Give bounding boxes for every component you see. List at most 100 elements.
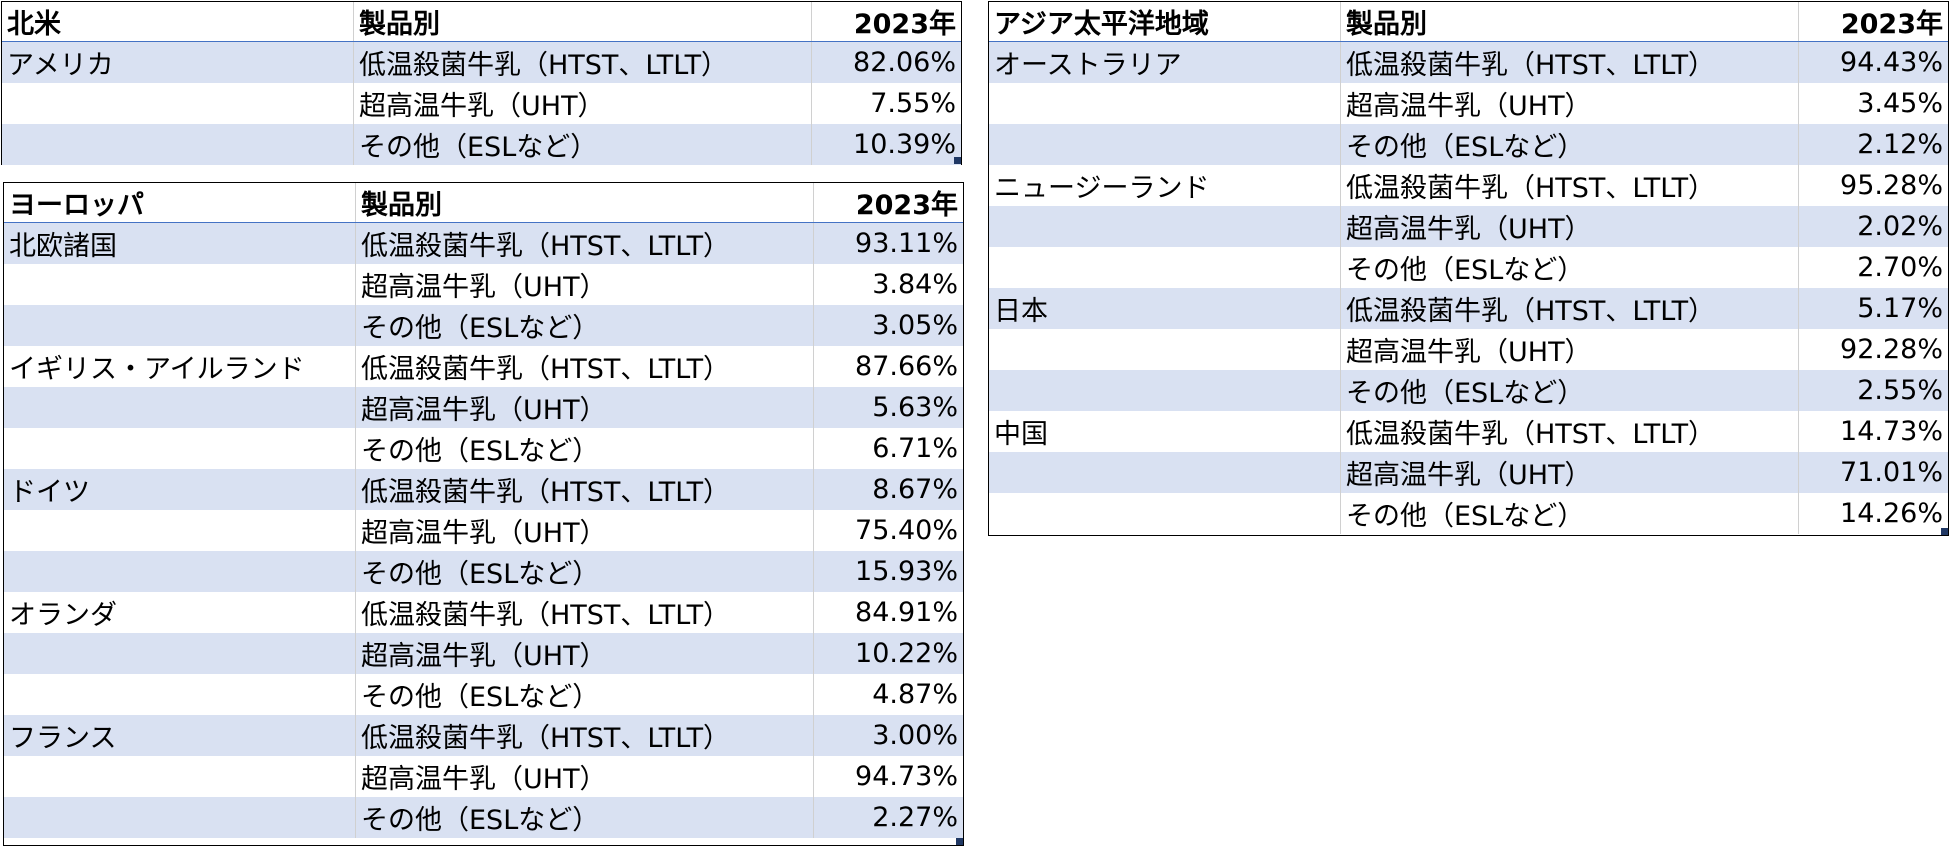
value-cell[interactable]: 10.39% [811, 124, 961, 165]
value-cell[interactable]: 5.17% [1798, 288, 1948, 329]
product-cell[interactable]: その他（ESLなど） [355, 551, 813, 592]
value-cell[interactable]: 7.55% [811, 83, 961, 124]
value-cell[interactable]: 5.63% [813, 387, 963, 428]
region-cell[interactable] [989, 329, 1340, 370]
value-cell[interactable]: 94.43% [1798, 42, 1948, 83]
region-cell[interactable]: 中国 [994, 419, 1048, 450]
product-cell[interactable]: その他（ESLなど） [355, 674, 813, 715]
value-cell[interactable]: 82.06% [811, 42, 961, 83]
value-cell[interactable]: 92.28% [1798, 329, 1948, 370]
value-cell[interactable]: 87.66% [813, 346, 963, 387]
product-cell[interactable]: 超高温牛乳（UHT） [355, 756, 813, 797]
product-cell[interactable]: 超高温牛乳（UHT） [355, 510, 813, 551]
value-cell[interactable]: 2.27% [813, 797, 963, 838]
value-cell[interactable]: 2.12% [1798, 124, 1948, 165]
product-cell[interactable]: その他（ESLなど） [1340, 124, 1798, 165]
product-cell[interactable]: その他（ESLなど） [1340, 493, 1798, 534]
value-cell[interactable]: 6.71% [813, 428, 963, 469]
value-cell[interactable]: 3.00% [813, 715, 963, 756]
region-header[interactable]: 北米 [7, 9, 61, 40]
value-cell[interactable]: 95.28% [1798, 165, 1948, 206]
product-cell[interactable]: その他（ESLなど） [353, 124, 811, 165]
value-cell[interactable]: 8.67% [813, 469, 963, 510]
region-cell[interactable] [989, 370, 1340, 411]
value-cell[interactable]: 14.26% [1798, 493, 1948, 534]
value-cell[interactable]: 84.91% [813, 592, 963, 633]
product-cell[interactable]: 低温殺菌牛乳（HTST、LTLT） [355, 346, 813, 387]
region-cell[interactable]: フランス [9, 723, 117, 754]
value-cell[interactable]: 10.22% [813, 633, 963, 674]
region-cell[interactable] [989, 452, 1340, 493]
value-cell[interactable]: 4.87% [813, 674, 963, 715]
region-cell[interactable]: イギリス・アイルランド [9, 354, 305, 385]
region-cell[interactable] [4, 551, 355, 592]
region-cell[interactable]: ニュージーランド [994, 173, 1210, 204]
product-cell[interactable]: 低温殺菌牛乳（HTST、LTLT） [1340, 411, 1798, 452]
product-cell[interactable]: その他（ESLなど） [355, 305, 813, 346]
product-cell[interactable]: 超高温牛乳（UHT） [355, 633, 813, 674]
product-cell[interactable]: 低温殺菌牛乳（HTST、LTLT） [355, 592, 813, 633]
region-cell[interactable] [4, 797, 355, 838]
product-cell[interactable]: 超高温牛乳（UHT） [1340, 329, 1798, 370]
product-cell[interactable]: 超高温牛乳（UHT） [355, 387, 813, 428]
value-cell[interactable]: 3.84% [813, 264, 963, 305]
year-header[interactable]: 2023年 [811, 2, 961, 41]
product-cell[interactable]: その他（ESLなど） [355, 428, 813, 469]
product-cell[interactable]: 低温殺菌牛乳（HTST、LTLT） [355, 715, 813, 756]
value-cell[interactable]: 14.73% [1798, 411, 1948, 452]
region-cell[interactable] [4, 633, 355, 674]
value-cell[interactable]: 15.93% [813, 551, 963, 592]
table-row: その他（ESLなど） 3.05% [4, 305, 963, 346]
product-cell[interactable]: 超高温牛乳（UHT） [1340, 206, 1798, 247]
year-header[interactable]: 2023年 [1798, 2, 1948, 41]
region-cell[interactable] [4, 387, 355, 428]
product-header[interactable]: 製品別 [355, 183, 813, 222]
product-cell[interactable]: 低温殺菌牛乳（HTST、LTLT） [353, 42, 811, 83]
value-cell[interactable]: 93.11% [813, 223, 963, 264]
region-cell[interactable]: ドイツ [9, 477, 90, 508]
product-header[interactable]: 製品別 [1340, 2, 1798, 41]
region-cell[interactable]: 日本 [994, 296, 1048, 327]
region-cell[interactable] [989, 206, 1340, 247]
region-cell[interactable]: オーストラリア [994, 50, 1182, 81]
product-cell[interactable]: その他（ESLなど） [1340, 370, 1798, 411]
product-cell[interactable]: その他（ESLなど） [1340, 247, 1798, 288]
value-cell[interactable]: 75.40% [813, 510, 963, 551]
region-cell[interactable] [4, 305, 355, 346]
region-cell[interactable] [4, 428, 355, 469]
product-cell[interactable]: 低温殺菌牛乳（HTST、LTLT） [1340, 165, 1798, 206]
value-cell[interactable]: 94.73% [813, 756, 963, 797]
product-header[interactable]: 製品別 [353, 2, 811, 41]
region-cell[interactable] [2, 83, 353, 124]
region-cell[interactable] [4, 264, 355, 305]
region-cell[interactable] [4, 674, 355, 715]
value-cell[interactable]: 3.45% [1798, 83, 1948, 124]
region-cell[interactable] [4, 510, 355, 551]
region-cell[interactable] [989, 247, 1340, 288]
year-header[interactable]: 2023年 [813, 183, 963, 222]
region-header[interactable]: ヨーロッパ [9, 190, 144, 221]
region-cell[interactable] [989, 124, 1340, 165]
region-cell[interactable] [4, 756, 355, 797]
region-header[interactable]: アジア太平洋地域 [994, 9, 1209, 40]
value-cell[interactable]: 71.01% [1798, 452, 1948, 493]
product-cell[interactable]: 低温殺菌牛乳（HTST、LTLT） [355, 223, 813, 264]
region-cell[interactable] [989, 493, 1340, 534]
product-cell[interactable]: 低温殺菌牛乳（HTST、LTLT） [355, 469, 813, 510]
product-cell[interactable]: 超高温牛乳（UHT） [353, 83, 811, 124]
region-cell[interactable]: 北欧諸国 [9, 231, 117, 262]
value-cell[interactable]: 3.05% [813, 305, 963, 346]
region-cell[interactable] [2, 124, 353, 165]
region-cell[interactable] [989, 83, 1340, 124]
product-cell[interactable]: 超高温牛乳（UHT） [1340, 452, 1798, 493]
product-cell[interactable]: 超高温牛乳（UHT） [355, 264, 813, 305]
product-cell[interactable]: 低温殺菌牛乳（HTST、LTLT） [1340, 288, 1798, 329]
value-cell[interactable]: 2.55% [1798, 370, 1948, 411]
product-cell[interactable]: 超高温牛乳（UHT） [1340, 83, 1798, 124]
product-cell[interactable]: その他（ESLなど） [355, 797, 813, 838]
region-cell[interactable]: アメリカ [7, 50, 114, 81]
region-cell[interactable]: オランダ [9, 600, 117, 631]
product-cell[interactable]: 低温殺菌牛乳（HTST、LTLT） [1340, 42, 1798, 83]
value-cell[interactable]: 2.70% [1798, 247, 1948, 288]
value-cell[interactable]: 2.02% [1798, 206, 1948, 247]
